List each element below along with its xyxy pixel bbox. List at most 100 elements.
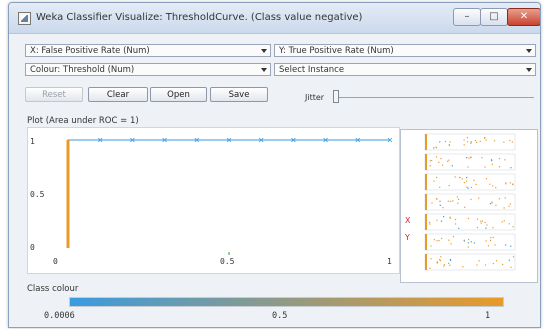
attribute-point [449,259,452,261]
attribute-bars-panel[interactable]: X Y [400,129,538,283]
plot-area[interactable]: 1 0.5 0 0 0.5 1 [27,127,400,274]
attribute-point [465,180,468,182]
roc-point[interactable] [97,137,103,143]
colour-select-value: Colour: Threshold (Num) [30,65,135,75]
attribute-point [435,147,437,149]
attribute-point [441,237,443,239]
attribute-point [489,239,492,242]
attribute-point [457,198,460,200]
attribute-point [512,226,514,228]
attribute-point [491,201,493,203]
attribute-point [435,176,438,179]
maximize-button[interactable]: □ [480,8,508,26]
attribute-point [452,236,455,238]
roc-plot: 1 0.5 0 0 0.5 1 [30,137,393,266]
attribute-point [468,157,470,159]
x-axis-select-value: X: False Positive Rate (Num) [30,46,150,56]
attribute-strip[interactable] [424,233,516,251]
attribute-point [438,161,440,163]
attribute-point [468,239,470,241]
attribute-point [474,139,477,142]
attribute-point [484,166,486,168]
reset-button[interactable]: Reset [25,87,83,102]
clear-button[interactable]: Clear [88,87,148,102]
attribute-point [481,157,483,159]
window-title: Weka Classifier Visualize: ThresholdCurv… [36,12,363,23]
x-axis-midpoint-marker [228,252,230,255]
weka-app-icon [18,12,31,25]
attribute-strip[interactable] [424,213,516,231]
attribute-point [429,160,431,162]
chevron-down-icon [526,49,532,53]
chevron-down-icon [526,68,532,72]
attribute-point [492,236,494,239]
attribute-point [449,264,451,266]
attribute-point [503,141,505,143]
attribute-point [439,259,441,261]
attribute-point [490,237,492,239]
jitter-slider-handle[interactable] [333,90,339,103]
y-tick-label: 1 [30,137,35,146]
attribute-point [484,221,486,224]
attribute-point [464,206,466,208]
attribute-point [485,139,487,141]
roc-point[interactable] [194,137,200,143]
attribute-point [439,259,442,262]
y-axis-select[interactable]: Y: True Positive Rate (Num) [274,44,536,57]
roc-point[interactable] [323,137,328,143]
roc-point[interactable] [130,137,135,143]
class-colour-tick: 0.0006 [44,311,75,321]
attribute-point [479,140,481,143]
attribute-point [433,180,435,182]
open-button[interactable]: Open [150,87,207,102]
attribute-point [470,198,472,200]
minimize-button[interactable]: – [453,8,481,26]
attribute-point [508,259,510,261]
class-colour-tick: 1 [485,311,491,321]
colour-select[interactable]: Colour: Threshold (Num) [25,63,271,76]
roc-point[interactable] [258,137,264,143]
attribute-point [439,200,441,202]
attribute-strip[interactable] [424,193,516,211]
attribute-point [476,226,479,229]
attribute-point [462,266,464,268]
roc-point[interactable] [226,137,232,143]
attribute-strip-edge [425,254,427,270]
attribute-strip[interactable] [424,253,516,271]
attribute-point [429,223,431,225]
attribute-strip-edge [425,134,427,150]
x-tick-label: 1 [387,257,392,266]
select-instance-select[interactable]: Select Instance [274,63,536,76]
chevron-down-icon [261,49,267,53]
attribute-point [455,223,457,225]
attribute-point [436,261,438,264]
attribute-point [430,258,432,260]
attribute-point [501,221,503,223]
attribute-point [510,266,512,268]
save-button[interactable]: Save [210,87,268,102]
attribute-point [480,220,482,222]
attribute-point [463,240,465,242]
attribute-point [448,184,450,187]
attribute-point [454,218,457,221]
attribute-point [492,227,494,229]
close-button[interactable]: ✕ [507,8,540,26]
roc-point[interactable] [162,137,167,143]
attribute-point [466,186,468,188]
attribute-strip[interactable] [424,173,516,191]
attribute-strip[interactable] [424,133,516,151]
attribute-point [476,218,479,220]
x-axis-select[interactable]: X: False Positive Rate (Num) [25,44,271,57]
attribute-point [448,144,451,147]
attribute-point [511,141,513,143]
roc-point[interactable] [291,137,296,143]
jitter-slider-track[interactable] [336,97,534,98]
attribute-point [491,160,493,162]
roc-point[interactable] [355,137,361,143]
attribute-point [510,167,512,169]
attribute-point [440,256,442,258]
roc-point[interactable] [387,137,393,143]
attribute-point [487,245,490,247]
attribute-strip-edge [425,214,427,230]
attribute-point [454,176,456,178]
